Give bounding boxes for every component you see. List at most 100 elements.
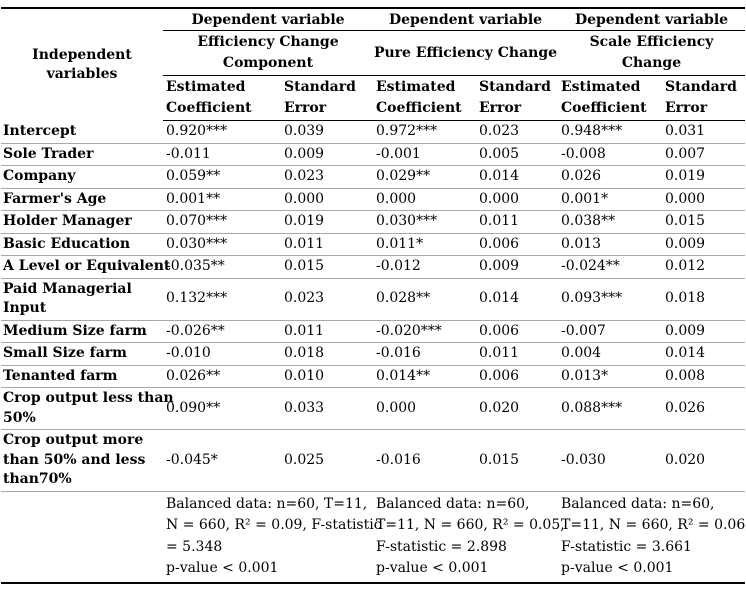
- dependent-variable-header-row: Independent variables Dependent variable…: [1, 8, 745, 82]
- table-row-intercept: Intercept 0.920*** 0.039 0.972*** 0.023 …: [1, 120, 745, 144]
- cell-value: 0.009: [281, 143, 373, 166]
- cell-value: 0.026: [558, 165, 662, 189]
- dependent-variable-header-3: Dependent variable: [558, 8, 745, 31]
- cell-value: -0.007: [558, 320, 662, 343]
- cell-value: 0.011: [281, 233, 373, 256]
- cell-value: -0.008: [558, 143, 662, 166]
- table-row-farmers-age: Farmer's Age 0.001** 0.000 0.000 0.000 0…: [1, 188, 745, 211]
- cell-value: 0.023: [476, 120, 558, 144]
- cell-value: 0.006: [476, 233, 558, 256]
- table-row-sole-trader: Sole Trader -0.011 0.009 -0.001 0.005 -0…: [1, 143, 745, 166]
- cell-value: -0.020***: [373, 320, 476, 343]
- table-row-basic-education: Basic Education 0.030*** 0.011 0.011* 0.…: [1, 233, 745, 256]
- cell-value: 0.031: [662, 120, 745, 144]
- cell-value: 0.030***: [373, 210, 476, 234]
- cell-value: 0.018: [662, 278, 745, 321]
- row-label: Farmer's Age: [1, 188, 163, 211]
- cell-value: -0.016: [373, 342, 476, 366]
- table-row-small-size-farm: Small Size farm -0.010 0.018 -0.016 0.01…: [1, 342, 745, 366]
- row-label: Sole Trader: [1, 143, 163, 166]
- table-row-crop-output-50-70: Crop output more than 50% and less than7…: [1, 429, 745, 492]
- cell-value: 0.033: [281, 387, 373, 430]
- cell-value: 0.030***: [163, 233, 281, 256]
- table-row-holder-manager: Holder Manager 0.070*** 0.019 0.030*** 0…: [1, 210, 745, 234]
- cell-value: 0.012: [662, 255, 745, 279]
- table-row-paid-managerial-input: Paid Managerial Input 0.132*** 0.023 0.0…: [1, 278, 745, 321]
- row-label: Crop output more than 50% and less than7…: [1, 429, 163, 492]
- row-label: Holder Manager: [1, 210, 163, 234]
- coef-header-2: Estimated Coefficient: [373, 75, 476, 121]
- cell-value: 0.088***: [558, 387, 662, 430]
- table-row-medium-size-farm: Medium Size farm -0.026** 0.011 -0.020**…: [1, 320, 745, 343]
- cell-value: -0.026**: [163, 320, 281, 343]
- cell-value: 0.026: [662, 387, 745, 430]
- cell-value: 0.090**: [163, 387, 281, 430]
- cell-value: 0.059**: [163, 165, 281, 189]
- cell-value: 0.000: [662, 188, 745, 211]
- cell-value: 0.015: [281, 255, 373, 279]
- cell-value: 0.019: [281, 210, 373, 234]
- cell-value: 0.070***: [163, 210, 281, 234]
- cell-value: 0.972***: [373, 120, 476, 144]
- cell-value: 0.000: [476, 188, 558, 211]
- cell-value: -0.010: [163, 342, 281, 366]
- regression-results-table: Independent variables Dependent variable…: [1, 7, 746, 584]
- cell-value: -0.024**: [558, 255, 662, 279]
- se-header-1: Standard Error: [281, 75, 373, 121]
- cell-value: 0.132***: [163, 278, 281, 321]
- cell-value: 0.029**: [373, 165, 476, 189]
- row-label: Small Size farm: [1, 342, 163, 366]
- cell-value: 0.028**: [373, 278, 476, 321]
- cell-value: 0.001**: [163, 188, 281, 211]
- group-title-pure-efficiency-change: Pure Efficiency Change: [373, 30, 558, 76]
- cell-value: 0.009: [662, 320, 745, 343]
- cell-value: -0.001: [373, 143, 476, 166]
- cell-value: 0.000: [373, 188, 476, 211]
- stats-pure-efficiency-change: Balanced data: n=60, T=11, N = 660, R² =…: [376, 495, 565, 577]
- row-label: Medium Size farm: [1, 320, 163, 343]
- cell-value: 0.023: [281, 278, 373, 321]
- row-label: A Level or Equivalent: [1, 255, 170, 279]
- cell-value: 0.026**: [163, 365, 281, 388]
- cell-value: 0.008: [662, 365, 745, 388]
- stats-scale-efficiency-change: Balanced data: n=60, T=11, N = 660, R² =…: [561, 495, 746, 577]
- cell-value: 0.023: [281, 165, 373, 189]
- dependent-variable-header-2: Dependent variable: [373, 8, 558, 31]
- cell-value: 0.018: [281, 342, 373, 366]
- model-statistics-row: Balanced data: n=60, T=11, N = 660, R² =…: [1, 491, 746, 583]
- cell-value: 0.010: [281, 365, 373, 388]
- cell-value: 0.011: [281, 320, 373, 343]
- table-row-a-level-or-equivalent: A Level or Equivalent -0.035** 0.015 -0.…: [1, 255, 745, 279]
- cell-value: 0.093***: [558, 278, 662, 321]
- cell-value: -0.011: [163, 143, 281, 166]
- cell-value: 0.011*: [373, 233, 476, 256]
- cell-value: -0.030: [558, 429, 662, 492]
- cell-value: 0.006: [476, 365, 558, 388]
- cell-value: 0.025: [281, 429, 373, 492]
- row-label: Crop output less than 50%: [1, 387, 174, 430]
- cell-value: -0.016: [373, 429, 476, 492]
- cell-value: 0.013*: [558, 365, 662, 388]
- cell-value: 0.005: [476, 143, 558, 166]
- cell-value: -0.035**: [163, 255, 281, 279]
- cell-value: 0.020: [662, 429, 745, 492]
- table-row-company: Company 0.059** 0.023 0.029** 0.014 0.02…: [1, 165, 745, 189]
- cell-value: -0.045*: [163, 429, 281, 492]
- cell-value: 0.000: [281, 188, 373, 211]
- cell-value: 0.004: [558, 342, 662, 366]
- table-row-tenanted-farm: Tenanted farm 0.026** 0.010 0.014** 0.00…: [1, 365, 745, 388]
- cell-value: 0.011: [476, 210, 558, 234]
- independent-variables-header: Independent variables: [32, 46, 132, 82]
- cell-value: 0.013: [558, 233, 662, 256]
- model-title-header-row: Efficiency Change Component Pure Efficie…: [1, 30, 745, 76]
- cell-value: 0.015: [476, 429, 558, 492]
- se-header-3: Standard Error: [662, 75, 745, 121]
- cell-value: 0.020: [476, 387, 558, 430]
- stats-efficiency-change: Balanced data: n=60, T=11, N = 660, R² =…: [166, 495, 382, 577]
- cell-value: 0.920***: [163, 120, 281, 144]
- stats-empty-cell: [1, 491, 163, 583]
- coef-header-3: Estimated Coefficient: [558, 75, 662, 121]
- row-label: Basic Education: [1, 233, 163, 256]
- column-header-row: Estimated Coefficient Standard Error Est…: [1, 75, 745, 121]
- table-row-crop-output-less-50: Crop output less than 50% 0.090** 0.033 …: [1, 387, 745, 430]
